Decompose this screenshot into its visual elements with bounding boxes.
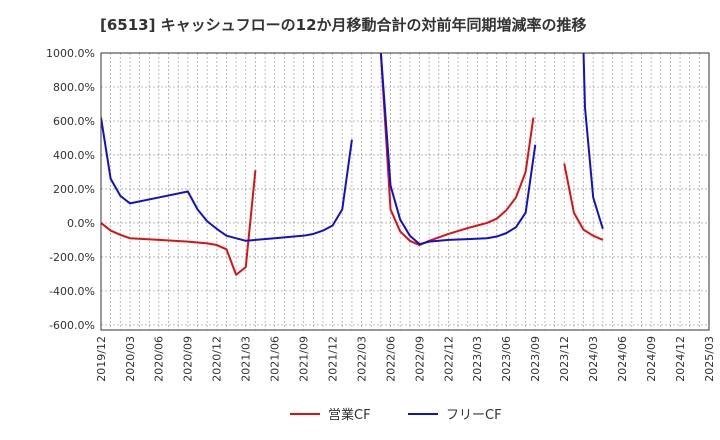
- y-tick-label: 400.0%: [53, 149, 95, 162]
- series-group: [101, 53, 604, 276]
- x-tick-label: 2020/09: [182, 336, 195, 382]
- legend-label: 営業CF: [328, 407, 371, 423]
- y-axis: 1000.0% 800.0% 600.0% 400.0% 200.0% 0.0% -200.…: [46, 47, 95, 332]
- y-tick-label: 1000.0%: [46, 47, 95, 60]
- x-tick-label: 2022/12: [442, 336, 455, 382]
- x-tick-label: 2020/06: [153, 336, 166, 382]
- x-tick-label: 2024/09: [645, 336, 658, 382]
- x-tick-label: 2024/06: [616, 336, 629, 382]
- y-tick-label: 800.0%: [53, 81, 95, 94]
- x-tick-label: 2021/09: [298, 336, 311, 382]
- plot-border: [100, 52, 710, 331]
- series-line: [101, 117, 353, 242]
- x-tick-label: 2022/09: [413, 336, 426, 382]
- x-tick-label: 2022/03: [355, 336, 368, 382]
- y-tick-label: -600.0%: [49, 319, 95, 332]
- series-line: [379, 53, 537, 246]
- legend-label: フリーCF: [446, 408, 502, 423]
- series-line: [379, 53, 535, 247]
- x-tick-label: 2024/03: [587, 336, 600, 382]
- x-tick-label: 2021/12: [326, 336, 339, 382]
- x-tick-label: 2024/12: [674, 336, 687, 382]
- x-tick-label: 2023/12: [558, 336, 571, 382]
- y-tick-label: 200.0%: [53, 183, 95, 196]
- x-tick-label: 2021/06: [269, 336, 282, 382]
- legend: 営業CF フリーCF: [290, 407, 502, 423]
- series-2: [101, 53, 604, 246]
- y-tick-label: 600.0%: [53, 115, 95, 128]
- x-tick-label: 2023/09: [529, 336, 542, 382]
- series-line: [101, 170, 257, 276]
- x-tick-label: 2022/06: [384, 336, 397, 382]
- x-tick-label: 2021/03: [240, 336, 253, 382]
- series-line: [582, 53, 604, 230]
- x-axis: 2019/12 2020/03 2020/06 2020/09 2020/12 2021/…: [95, 336, 716, 382]
- x-tick-label: 2023/03: [471, 336, 484, 382]
- x-tick-label: 2023/06: [500, 336, 513, 382]
- y-tick-label: -400.0%: [49, 285, 95, 298]
- series-line: [563, 163, 604, 241]
- x-tick-label: 2020/12: [211, 336, 224, 382]
- y-tick-label: -200.0%: [49, 251, 95, 264]
- x-tick-label: 2025/03: [703, 336, 716, 382]
- y-tick-label: 0.0%: [67, 217, 95, 230]
- x-tick-label: 2020/03: [124, 336, 137, 382]
- series-1: [101, 53, 604, 276]
- chart-title: [6513] キャッシュフローの12か月移動合計の対前年同期増減率の推移: [100, 16, 587, 34]
- x-tick-label: 2019/12: [95, 336, 108, 382]
